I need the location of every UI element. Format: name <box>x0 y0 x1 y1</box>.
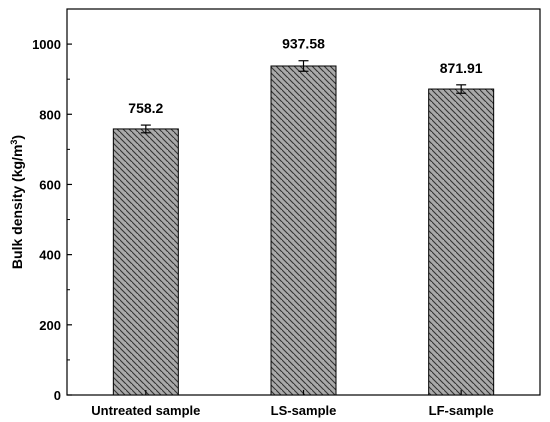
y-tick-label: 200 <box>39 318 61 333</box>
y-tick-label: 1000 <box>32 37 61 52</box>
data-label: 758.2 <box>128 100 163 116</box>
data-label: 871.91 <box>440 60 483 76</box>
y-axis: 0 200 400 600 800 1000 <box>32 37 72 403</box>
x-tick-label: LS-sample <box>271 403 337 418</box>
y-tick-label: 600 <box>39 177 61 192</box>
x-axis: Untreated sample LS-sample LF-sample <box>91 390 494 418</box>
bar <box>270 65 337 396</box>
bars: 758.2 937.58 871.91 <box>112 36 495 396</box>
x-tick-label: LF-sample <box>429 403 494 418</box>
x-tick-label: Untreated sample <box>91 403 200 418</box>
bar <box>112 128 179 396</box>
y-tick-label: 0 <box>54 388 61 403</box>
y-tick-label: 800 <box>39 107 61 122</box>
data-label: 937.58 <box>282 36 325 52</box>
bar <box>428 88 495 396</box>
y-axis-title: Bulk density (kg/m3) <box>9 135 25 269</box>
y-tick-label: 400 <box>39 248 61 263</box>
